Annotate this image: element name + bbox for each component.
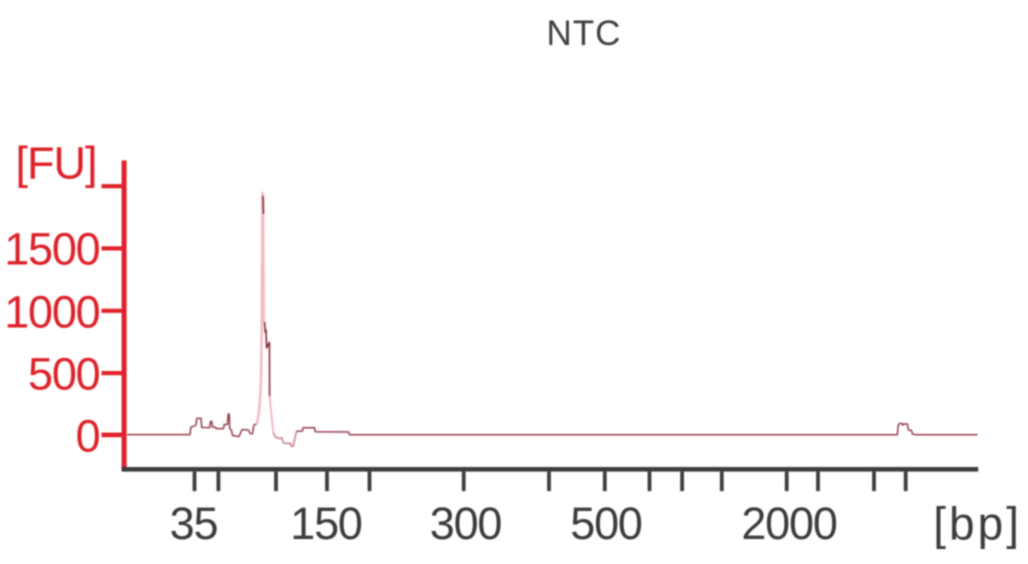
svg-text:35: 35: [170, 498, 218, 549]
svg-text:[FU]: [FU]: [16, 138, 97, 189]
svg-text:1500: 1500: [4, 224, 99, 275]
svg-text:500: 500: [28, 348, 100, 399]
svg-text:0: 0: [76, 410, 100, 461]
svg-text:1000: 1000: [4, 286, 99, 337]
svg-text:2000: 2000: [741, 498, 836, 549]
svg-text:500: 500: [570, 498, 642, 549]
svg-text:300: 300: [430, 498, 502, 549]
svg-text:NTC: NTC: [547, 14, 622, 53]
svg-text:150: 150: [290, 498, 362, 549]
svg-text:[bp]: [bp]: [933, 498, 1022, 550]
